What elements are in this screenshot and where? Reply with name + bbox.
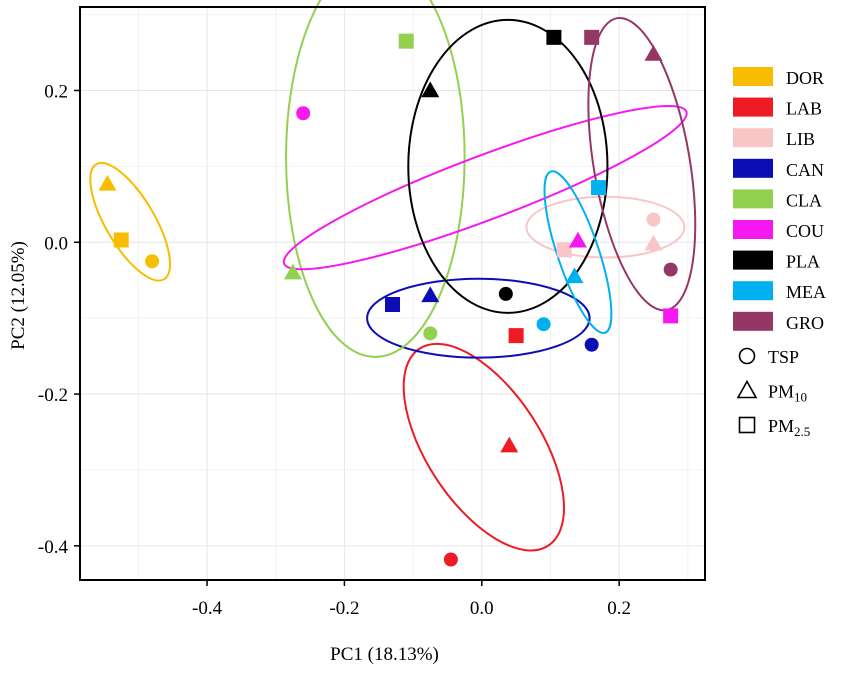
point-dor-square	[113, 232, 129, 248]
grid	[80, 7, 705, 580]
point-lab-square	[508, 328, 524, 344]
legend-label-cou: COU	[786, 221, 824, 241]
point-mea-circle	[536, 317, 551, 332]
legend-label-mea: MEA	[786, 282, 826, 302]
legend-label-can: CAN	[786, 160, 824, 180]
legend-shape-triangle	[736, 379, 758, 399]
ellipse-gro	[587, 16, 697, 312]
point-pla-square	[546, 29, 562, 45]
x-tick-label: 0.2	[607, 598, 631, 619]
legend-swatch-gro	[733, 311, 773, 331]
legend-swatch-can	[733, 158, 773, 178]
point-cou-square	[663, 308, 679, 324]
point-lib-triangle	[644, 234, 663, 251]
point-gro-circle	[663, 262, 678, 277]
point-lab-circle	[443, 552, 458, 567]
x-axis-title: PC1 (18.13%)	[330, 644, 439, 665]
point-dor-triangle	[98, 174, 117, 191]
y-tick-label: -0.4	[38, 537, 69, 558]
y-axis-title: PC2 (12.05%)	[8, 241, 29, 350]
x-tick-label: -0.4	[192, 598, 223, 619]
point-mea-triangle	[565, 267, 584, 284]
point-cou-circle	[296, 106, 311, 121]
data-points	[98, 29, 679, 567]
point-can-square	[385, 297, 400, 313]
legend-shape-square	[738, 416, 756, 434]
point-gro-square	[584, 29, 600, 45]
legend-label-lib: LIB	[786, 129, 815, 149]
legend-shape-circle	[738, 347, 756, 365]
legend-swatch-pla	[733, 250, 773, 270]
point-cla-square	[398, 33, 414, 49]
legend-swatch-cla	[733, 189, 773, 209]
legend-label-cla: CLA	[786, 190, 822, 210]
y-tick-label: -0.2	[38, 385, 68, 406]
legend-label-dor: DOR	[786, 68, 824, 88]
legend-label-gro: GRO	[786, 313, 824, 333]
point-can-triangle	[421, 286, 440, 303]
ellipse-mea	[543, 170, 613, 334]
point-gro-triangle	[644, 45, 663, 61]
legend-label-pla: PLA	[786, 252, 820, 272]
ellipse-cla	[285, 0, 466, 358]
ellipse-dor	[89, 161, 172, 282]
y-tick-label: 0.2	[44, 81, 68, 102]
point-pla-triangle	[421, 81, 440, 98]
ellipse-lab	[402, 342, 565, 552]
ellipse-pla	[407, 18, 609, 314]
legend-swatch-mea	[733, 281, 773, 301]
x-tick-label: 0.0	[470, 598, 494, 619]
legend-label-triangle: PM10	[768, 382, 807, 405]
point-can-circle	[584, 337, 599, 352]
ellipse-cou	[282, 104, 688, 271]
legend-label-lab: LAB	[786, 99, 822, 119]
point-lab-triangle	[500, 436, 519, 453]
legend-label-circle: TSP	[768, 347, 799, 367]
x-tick-label: -0.2	[329, 598, 359, 619]
point-cou-triangle	[568, 231, 587, 248]
legend-swatch-cou	[733, 220, 773, 239]
ellipse-can	[366, 277, 591, 359]
legend-swatch-lib	[733, 128, 773, 148]
point-cla-triangle	[283, 263, 302, 280]
point-mea-square	[591, 180, 607, 196]
legend-swatch-dor	[733, 67, 773, 86]
point-lib-circle	[646, 212, 661, 227]
plot-frame	[79, 6, 706, 581]
confidence-ellipses	[89, 0, 697, 552]
legend-swatch-lab	[733, 97, 773, 117]
axis-ticks: -0.4 -0.2 0.0 0.2 -0.4 -0.2 0.0 0.2	[38, 81, 631, 619]
legend: DOR LAB LIB CAN CLA COU PLA MEA GRO TSP PM10 PM2.5	[733, 67, 826, 439]
legend-label-square: PM2.5	[768, 416, 810, 439]
point-cla-circle	[423, 326, 438, 341]
point-pla-circle	[498, 286, 513, 301]
point-lib-square	[556, 242, 572, 258]
y-tick-label: 0.0	[44, 233, 68, 254]
point-dor-circle	[145, 254, 160, 269]
